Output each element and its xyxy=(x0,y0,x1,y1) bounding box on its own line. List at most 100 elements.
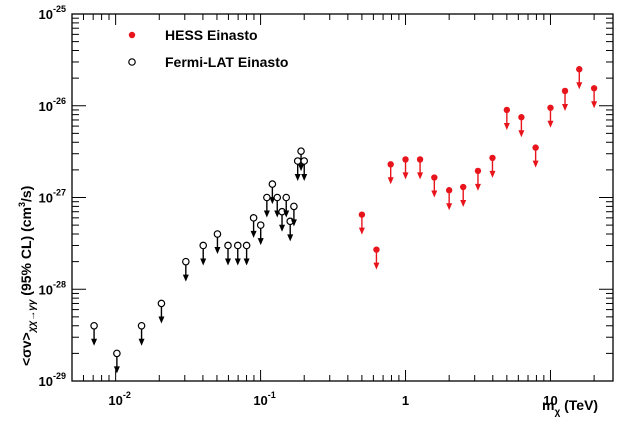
fermi-arrow-head xyxy=(283,210,290,218)
y-axis-label: <σv>χχ→γγ (95% CL) (cm3/s) xyxy=(17,186,38,366)
hess-arrow-head xyxy=(518,130,525,138)
hess-arrow-head xyxy=(358,227,365,235)
fermi-arrow-head xyxy=(138,338,145,346)
fermi-point xyxy=(233,241,242,250)
hess-point xyxy=(547,104,554,111)
fermi-point xyxy=(90,321,98,330)
y-tick-label-base: 10 xyxy=(39,7,53,22)
hess-arrow-head xyxy=(417,172,424,180)
fermi-point xyxy=(224,241,232,250)
fermi-point xyxy=(199,241,208,250)
axis-ticks xyxy=(71,13,613,382)
hess-arrow-head xyxy=(387,177,394,185)
hess-point xyxy=(373,246,380,253)
x-tick-label-exponent: -1 xyxy=(268,390,276,400)
fermi-point xyxy=(182,257,190,266)
hess-point xyxy=(576,66,583,73)
hess-arrow-head xyxy=(562,103,569,111)
fermi-arrow-head xyxy=(298,164,305,172)
fermi-arrow-head xyxy=(290,219,297,227)
hess-arrow-head xyxy=(503,122,510,130)
x-tick-label-exponent: -2 xyxy=(123,390,131,400)
fermi-point xyxy=(157,299,166,308)
x-axis-label-sub: χ xyxy=(554,407,560,418)
legend: HESS Einasto Fermi-LAT Einasto xyxy=(128,27,288,70)
hess-point xyxy=(532,144,539,151)
plot-frame xyxy=(71,13,614,382)
y-tick-label: 10-26 xyxy=(39,96,66,114)
y-tick-label-base: 10 xyxy=(39,374,53,389)
hess-arrow-head xyxy=(460,200,467,208)
y-tick-label-base: 10 xyxy=(39,191,53,206)
y-axis-label-sup: 3 xyxy=(17,202,27,207)
x-axis-label-main: m xyxy=(542,397,554,413)
fermi-point xyxy=(249,214,258,222)
y-axis-label-pre: <σv> xyxy=(18,332,34,366)
fermi-point xyxy=(263,193,271,202)
x-axis-label: mχ (TeV) xyxy=(542,397,598,418)
x-tick-label-base: 10 xyxy=(253,393,267,408)
x-axis-label-unit: (TeV) xyxy=(560,397,598,413)
hess-arrow-head xyxy=(547,120,554,128)
x-tick-label: 10 xyxy=(543,393,557,408)
hess-point xyxy=(503,106,511,114)
fermi-arrow-head xyxy=(91,338,98,346)
fermi-arrow-head xyxy=(200,258,207,266)
hess-point xyxy=(518,114,525,121)
y-tick-label-exponent: -27 xyxy=(53,188,66,198)
fermi-point xyxy=(213,230,222,238)
fermi-point xyxy=(113,349,121,358)
y-tick-label: 10-28 xyxy=(39,279,66,297)
hess-arrow-head xyxy=(532,160,539,168)
legend-label-fermi: Fermi-LAT Einasto xyxy=(165,54,288,70)
fermi-point xyxy=(290,202,298,211)
fermi-arrow-head xyxy=(287,234,294,242)
hess-point xyxy=(460,183,467,191)
data-marks xyxy=(90,66,598,374)
hess-point xyxy=(474,167,482,175)
hess-point xyxy=(431,174,438,181)
legend-label-hess: HESS Einasto xyxy=(165,27,258,43)
y-tick-label-base: 10 xyxy=(39,99,53,114)
x-tick-label-base: 10 xyxy=(108,393,122,408)
fermi-arrow-head xyxy=(214,247,221,255)
fermi-arrow-head xyxy=(182,274,189,282)
hess-arrow-head xyxy=(489,170,496,178)
hess-point xyxy=(416,156,424,163)
y-axis-label-post: (95% CL) (cm xyxy=(18,207,34,300)
legend-marker-fermi xyxy=(128,58,136,66)
hess-arrow-head xyxy=(576,82,583,90)
fermi-arrow-head xyxy=(263,210,270,218)
x-tick-label: 10-1 xyxy=(253,390,275,408)
fermi-point xyxy=(273,193,282,202)
y-tick-label: 10-25 xyxy=(39,4,66,22)
fermi-arrow-head xyxy=(113,366,120,374)
hess-arrow-head xyxy=(431,190,438,198)
fermi-arrow-head xyxy=(279,224,286,232)
hess-point xyxy=(590,85,598,92)
fermi-arrow-head xyxy=(158,316,165,324)
y-axis-label-end: /s) xyxy=(18,186,34,202)
x-tick-label-base: 1 xyxy=(402,393,409,408)
hess-arrow-head xyxy=(474,183,481,191)
fermi-point xyxy=(242,241,251,250)
fermi-arrow-head xyxy=(294,173,301,181)
y-tick-label: 10-29 xyxy=(39,371,66,389)
hess-point xyxy=(445,187,453,194)
y-tick-label-base: 10 xyxy=(39,282,53,297)
y-tick-label-exponent: -28 xyxy=(53,279,66,289)
y-tick-label: 10-27 xyxy=(39,188,66,206)
hess-point xyxy=(402,156,409,163)
y-tick-label-exponent: -29 xyxy=(53,371,66,381)
fermi-point xyxy=(293,157,302,165)
x-tick-label: 10-2 xyxy=(108,390,130,408)
fermi-arrow-head xyxy=(301,173,308,181)
legend-marker-hess xyxy=(128,31,136,39)
y-tick-label-exponent: -26 xyxy=(53,96,66,106)
fermi-point xyxy=(137,321,146,330)
fermi-point xyxy=(297,147,305,155)
fermi-arrow-head xyxy=(257,238,264,246)
hess-arrow-head xyxy=(446,203,453,211)
